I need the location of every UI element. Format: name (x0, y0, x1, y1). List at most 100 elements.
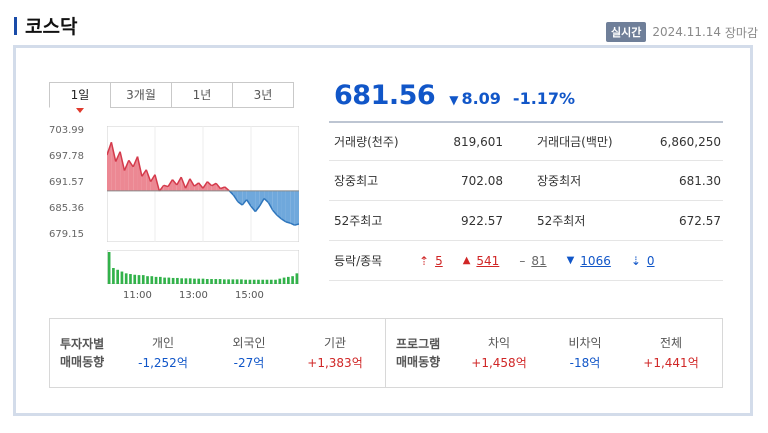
price-line-segment (246, 199, 252, 207)
flat-link[interactable]: 81 (531, 253, 547, 268)
x-tick-label: 11:00 (123, 290, 152, 301)
volume-bar (282, 277, 286, 284)
volume-bar (141, 275, 145, 284)
volume-bar (231, 279, 235, 284)
page-title-bar: 코스닥 (14, 12, 77, 39)
price-line-segment (206, 181, 213, 187)
volume-bar (201, 278, 205, 284)
active-tab-marker (76, 108, 84, 113)
area-segment (277, 190, 282, 220)
volume-bar (112, 268, 115, 284)
intraday-high: 702.08 (461, 173, 503, 188)
volume-bar (150, 276, 154, 284)
intraday-low-label: 장중최저 (537, 174, 582, 188)
program-non-arbitrage: 비차익 -18억 (568, 336, 602, 370)
price-line-segment (198, 182, 204, 189)
area-segment (207, 181, 212, 191)
flat-count: –81 (519, 254, 546, 268)
price-line-segment (250, 205, 256, 213)
area-segment (246, 190, 251, 207)
market-date: 2024.11.14 (652, 25, 722, 39)
area-segment (259, 190, 265, 206)
52w-low-label: 52주최저 (537, 214, 586, 228)
market-status: 실시간 2024.11.14 장마감 (605, 22, 758, 42)
intraday-chart: 703.99 697.78 691.57 685.36 679.15 11:00… (49, 125, 309, 305)
price-line-segment (267, 202, 274, 211)
price-plot (107, 126, 299, 242)
volume-bar (223, 279, 226, 284)
price-line-segment (123, 159, 130, 171)
program-arbitrage: 차익 +1,458억 (471, 336, 527, 370)
price-line-segment (272, 209, 278, 216)
volume-bar (265, 279, 269, 284)
stats-row: 장중최고 702.08 장중최저 681.30 (329, 161, 723, 201)
investor-trends: 투자자별 매매동향 개인 -1,252억 외국인 -27억 기관 +1,383억 (50, 319, 386, 387)
live-badge: 실시간 (605, 22, 647, 42)
volume-bar (159, 276, 162, 284)
volume-bar (146, 276, 149, 284)
price-line-segment (224, 186, 230, 192)
stats-row: 등락/종목 ⇡ 5 ▲ 541 –81 ▼ 1066 ⇣ 0 (329, 241, 723, 281)
current-price: 681.56 (334, 80, 436, 111)
upper-limit-link[interactable]: 5 (435, 253, 443, 268)
volume-bar (252, 279, 256, 284)
52w-low: 672.57 (679, 213, 721, 228)
area-segment (150, 174, 155, 191)
y-tick-label: 685.36 (49, 203, 84, 214)
trade-value-label: 거래대금(백만) (537, 135, 613, 149)
price-line-segment (237, 201, 243, 206)
volume-bar (214, 279, 218, 284)
flat-icon: – (519, 253, 526, 268)
area-segment (137, 156, 142, 191)
tab-1year[interactable]: 1년 (171, 82, 233, 108)
stats-row: 52주최고 922.57 52주최저 672.57 (329, 201, 723, 241)
fall-count: ▼ 1066 (567, 254, 611, 268)
upper-limit-count: ⇡ 5 (419, 254, 443, 268)
stats-row: 거래량(천주) 819,601 거래대금(백만) 6,860,250 (329, 121, 723, 161)
area-segment (111, 142, 116, 191)
volume-bar (116, 269, 119, 284)
area-segment (159, 185, 164, 192)
volume-bar (171, 277, 175, 284)
title-marker (14, 16, 17, 35)
volume-bar (107, 252, 111, 284)
updown-counts: ⇡ 5 ▲ 541 –81 ▼ 1066 ⇣ 0 (407, 254, 675, 268)
area-segment (242, 190, 247, 206)
area-segment (120, 151, 125, 191)
price-line-segment (154, 174, 161, 192)
volume-bar (218, 279, 222, 284)
volume-bar (287, 276, 290, 284)
price-line-segment (150, 174, 156, 183)
price-line-segment (163, 184, 169, 188)
price-line-segment (232, 194, 239, 203)
volume-bar (167, 277, 171, 284)
price-line-segment (167, 179, 174, 187)
period-tabs: 1일 3개월 1년 3년 (49, 82, 294, 113)
investor-trends-title: 투자자별 매매동향 (60, 337, 105, 369)
price-line-segment (263, 197, 269, 204)
y-tick-label: 697.78 (49, 151, 84, 162)
fall-link[interactable]: 1066 (580, 253, 611, 268)
area-segment (107, 142, 112, 191)
volume-bar (180, 278, 183, 284)
tab-3year[interactable]: 3년 (232, 82, 294, 108)
price-line-segment (141, 169, 147, 177)
rise-link[interactable]: 541 (476, 253, 500, 268)
price-line-segment (136, 156, 143, 177)
quote: 681.56 ▼ 8.09 -1.17% (334, 80, 575, 111)
area-segment (264, 190, 269, 203)
price-line-segment (110, 142, 117, 162)
rise-icon: ▲ (462, 255, 471, 266)
area-segment (128, 160, 134, 191)
tab-1day[interactable]: 1일 (49, 82, 111, 113)
lower-limit-link[interactable]: 0 (646, 253, 655, 268)
volume-bar (154, 276, 158, 284)
area-segment (294, 190, 299, 226)
program-trends-title: 프로그램 매매동향 (396, 337, 441, 369)
tab-3month[interactable]: 3개월 (110, 82, 172, 108)
volume-bar (227, 279, 230, 284)
price-line-segment (119, 151, 126, 171)
area-segment (146, 169, 151, 191)
down-arrow-icon: ▼ (449, 93, 459, 107)
price-line-segment (241, 199, 248, 206)
